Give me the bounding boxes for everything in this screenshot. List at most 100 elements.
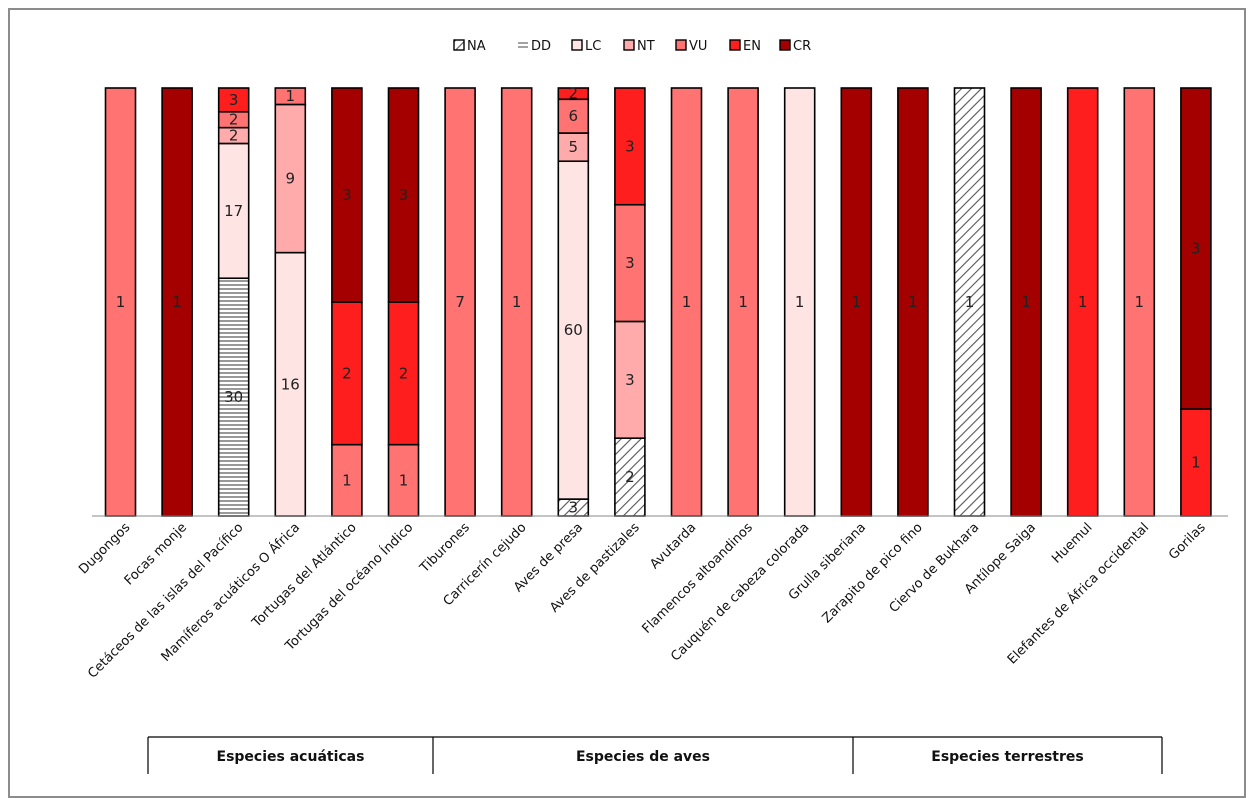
bar-13: 1 xyxy=(840,87,873,517)
bar-segment-cr xyxy=(161,87,193,517)
bar-segment-nt xyxy=(614,320,646,439)
category-label: Gorilas xyxy=(1166,520,1209,563)
data-label: 1 xyxy=(908,293,918,311)
bar-9: 2 3 3 3 xyxy=(614,87,646,517)
bar-14: 1 xyxy=(897,87,929,517)
bar-0: 1 xyxy=(104,87,137,517)
category-label: Huemul xyxy=(1049,520,1095,566)
group-label: Especies terrestres xyxy=(931,749,1083,765)
bar-segment-cr xyxy=(387,87,420,303)
data-label: 3 xyxy=(625,137,635,155)
data-label: 16 xyxy=(281,375,300,393)
data-label: 1 xyxy=(1078,293,1088,311)
data-label: 1 xyxy=(172,293,182,311)
data-label: 2 xyxy=(399,364,409,382)
bar-segment-vu xyxy=(500,87,533,517)
data-label: 2 xyxy=(625,468,635,486)
legend-item-nt: NT xyxy=(623,39,655,54)
legend-swatch xyxy=(453,39,465,51)
data-label: 2 xyxy=(342,364,352,382)
data-label: 1 xyxy=(795,293,805,311)
data-label: 1 xyxy=(1021,293,1031,311)
bar-6: 7 xyxy=(444,87,476,517)
data-label: 17 xyxy=(224,202,243,220)
legend-label: NT xyxy=(637,39,655,54)
data-label: 2 xyxy=(229,127,239,145)
data-label: 1 xyxy=(682,293,692,311)
bar-segment-cr xyxy=(897,87,929,517)
data-label: 3 xyxy=(625,371,635,389)
bar-segment-vu xyxy=(1123,87,1156,517)
data-label: 3 xyxy=(625,254,635,272)
category-label: Avutarda xyxy=(647,520,699,572)
bar-10: 1 xyxy=(670,87,703,517)
legend-label: VU xyxy=(689,39,707,54)
category-label: Tiburones xyxy=(417,520,473,576)
data-label: 30 xyxy=(224,388,243,406)
data-label: 1 xyxy=(852,293,862,311)
data-label: 1 xyxy=(1191,454,1201,472)
data-label: 2 xyxy=(569,85,579,103)
bar-15: 1 xyxy=(953,87,986,517)
bar-16: 1 xyxy=(1010,87,1042,517)
data-label: 60 xyxy=(564,321,583,339)
bar-segment-en xyxy=(387,301,420,446)
bar-segment-vu xyxy=(614,203,646,323)
group-label: Especies acuáticas xyxy=(217,749,365,765)
bar-segment-en xyxy=(331,301,363,446)
data-label: 6 xyxy=(569,107,579,125)
bar-segment-lc xyxy=(557,160,590,500)
legend-item-cr: CR xyxy=(779,39,811,54)
bar-segment-vu xyxy=(274,87,307,106)
category-label: Tortugas del Atlántico xyxy=(249,520,360,631)
legend-swatch xyxy=(675,39,687,51)
legend-swatch xyxy=(729,39,741,51)
legend-label: EN xyxy=(743,39,761,54)
bar-19: 13 xyxy=(1180,87,1212,517)
data-label: 2 xyxy=(229,111,239,129)
bar-segment-cr xyxy=(840,87,873,517)
legend-label: DD xyxy=(531,39,551,54)
data-label: 5 xyxy=(569,138,579,156)
legend-label: LC xyxy=(585,39,601,54)
legend-label: CR xyxy=(793,39,811,54)
bar-2: 30 17 22 3 xyxy=(217,87,250,517)
data-label: 1 xyxy=(286,87,296,105)
data-label: 3 xyxy=(399,186,409,204)
legend-item-lc: LC xyxy=(571,39,601,54)
legend-swatch xyxy=(623,39,635,51)
data-label: 3 xyxy=(229,91,239,109)
bar-segment-nt xyxy=(557,132,590,163)
bar-11: 1 xyxy=(727,87,759,517)
bar-17: 1 xyxy=(1066,87,1099,517)
data-label: 7 xyxy=(455,293,465,311)
data-label: 9 xyxy=(286,170,296,188)
bar-segment-en xyxy=(1180,408,1212,517)
bar-5: 1 2 3 xyxy=(387,87,420,517)
data-label: 1 xyxy=(512,293,522,311)
data-label: 1 xyxy=(738,293,748,311)
data-label: 3 xyxy=(1191,240,1201,258)
bar-segment-cr xyxy=(331,87,363,303)
data-label: 3 xyxy=(569,499,579,517)
bar-1: 1 xyxy=(161,87,193,517)
bar-segment-en xyxy=(614,87,646,206)
bar-segment-dd xyxy=(217,277,250,517)
legend-label: NA xyxy=(467,39,486,54)
bar-8: 3 60 5 6 2 xyxy=(557,85,590,517)
category-label: Dugongos xyxy=(76,520,133,577)
legend-swatch xyxy=(571,39,583,51)
legend-item-dd: DD xyxy=(518,39,551,54)
bar-4: 1 2 3 xyxy=(331,87,363,517)
data-label: 1 xyxy=(1135,293,1145,311)
bar-segment-en xyxy=(557,87,590,101)
bar-segment-cr xyxy=(1180,87,1212,410)
bar-segment-na xyxy=(953,87,986,517)
legend: NA DD LC NT VU EN CR xyxy=(453,39,811,54)
legend-item-en: EN xyxy=(729,39,761,54)
data-label: 1 xyxy=(965,293,975,311)
legend-swatch xyxy=(779,39,791,51)
